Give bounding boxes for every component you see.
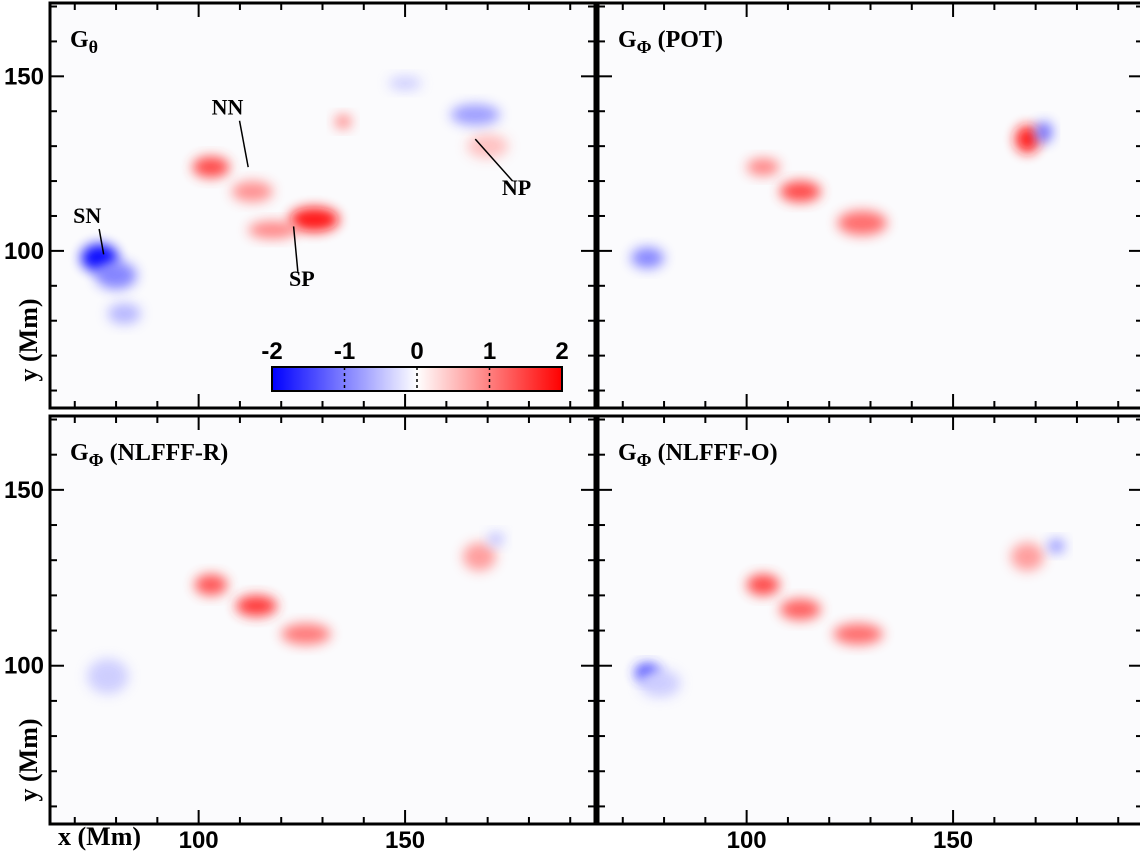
heatmap-blob xyxy=(779,598,821,621)
panel-background xyxy=(598,416,1140,824)
heatmap-blob xyxy=(631,247,665,269)
heatmap-blob xyxy=(1048,539,1065,554)
panel-background xyxy=(50,3,595,408)
panel-p1: 100 150 Gθ SN NN SP NP xyxy=(4,1,597,410)
annotation-arrow xyxy=(292,226,299,272)
heatmap-layer xyxy=(635,539,1065,698)
panels-layer: 100 150 Gθ SN NN SP NP GΦ (POT) 100 150 100 150 GΦ (… xyxy=(4,1,1140,854)
heatmap-blob xyxy=(462,542,496,571)
heatmap-blob xyxy=(450,104,501,126)
annotation-arrow xyxy=(238,120,249,168)
annotation-label: SP xyxy=(289,266,315,291)
panel-p3: 100 150 100 150 GΦ (NLFFF-R) xyxy=(4,414,597,854)
heatmap-blob xyxy=(248,221,298,239)
heatmap-blob xyxy=(107,303,141,325)
annotation-arrow xyxy=(98,228,105,255)
x-axis-label: x (Mm) xyxy=(58,822,141,851)
heatmap-blob xyxy=(467,133,509,159)
y-tick-label: 150 xyxy=(4,477,44,504)
heatmap-blob xyxy=(281,623,331,645)
colorbar-tick-label: 2 xyxy=(555,338,568,365)
annotation-label: NP xyxy=(502,175,531,200)
heatmap-blob xyxy=(1035,121,1053,143)
heatmap-blob xyxy=(388,76,422,91)
colorbar: -2 -1 0 1 2 xyxy=(261,338,569,392)
y-tick-label: 100 xyxy=(4,238,44,265)
heatmap-blob xyxy=(87,658,129,694)
colorbar-tick-label: 0 xyxy=(410,338,423,365)
heatmap-blob xyxy=(1015,125,1040,154)
colorbar-ticks: -2 -1 0 1 2 xyxy=(261,338,569,391)
heatmap-blob xyxy=(334,114,352,129)
heatmap-blob xyxy=(837,210,888,236)
heatmap-blob xyxy=(289,207,340,232)
heatmap-blob xyxy=(487,532,505,547)
annotation-label: NN xyxy=(212,95,244,120)
panel-p2: GΦ (POT) xyxy=(596,1,1140,410)
panel-title: GΦ (NLFFF-R) xyxy=(70,440,228,470)
heatmap-blob xyxy=(746,158,780,176)
heatmap-blob xyxy=(194,574,228,596)
colorbar-tick-label: -2 xyxy=(261,338,282,365)
panel-background xyxy=(50,416,595,824)
colorbar-tick-label: -1 xyxy=(334,338,355,365)
panel-title: GΦ (POT) xyxy=(618,27,723,57)
heatmap-blob xyxy=(192,156,230,178)
panel-p4: 100 150 GΦ (NLFFF-O) xyxy=(596,414,1140,854)
y-axis-label-top: y (Mm) xyxy=(14,298,43,381)
heatmap-layer xyxy=(80,76,509,325)
y-tick-label: 100 xyxy=(4,653,44,680)
heatmap-blob xyxy=(95,261,137,290)
panel-title: Gθ xyxy=(70,27,98,57)
y-tick-label: 150 xyxy=(4,63,44,90)
heatmap-blob xyxy=(235,595,278,617)
heatmap-blob xyxy=(833,623,883,645)
x-tick-label: 100 xyxy=(179,827,219,854)
annotation-label: SN xyxy=(73,203,101,228)
x-tick-label: 150 xyxy=(385,827,425,854)
x-tick-label: 100 xyxy=(727,827,767,854)
heatmap-blob xyxy=(639,669,681,698)
heatmap-blob xyxy=(231,181,273,203)
annotation-arrow xyxy=(474,138,514,182)
x-tick-label: 150 xyxy=(933,827,973,854)
heatmap-layer xyxy=(87,532,505,694)
colorbar-tick-label: 1 xyxy=(483,338,496,365)
panel-title: GΦ (NLFFF-O) xyxy=(618,440,778,470)
heatmap-blob xyxy=(1010,542,1044,571)
heatmap-blob xyxy=(746,574,780,596)
heatmap-layer xyxy=(631,121,1053,269)
heatmap-blob xyxy=(779,181,821,203)
panel-background xyxy=(598,3,1140,408)
y-axis-label-bottom: y (Mm) xyxy=(14,718,43,801)
